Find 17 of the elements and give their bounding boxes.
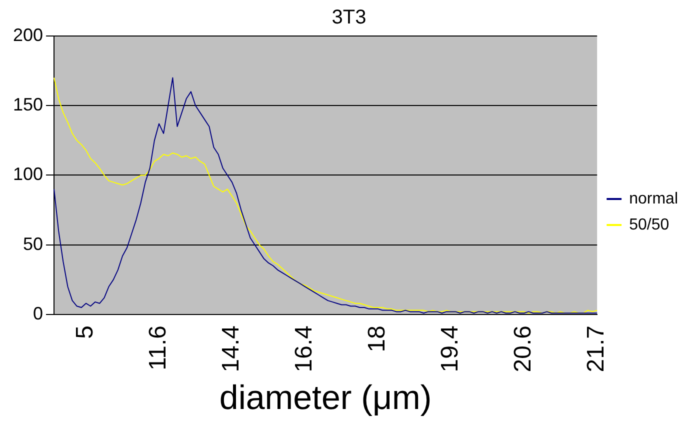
legend-label: normal [629, 190, 678, 208]
y-tick-label: 150 [12, 94, 44, 115]
x-tick-label: 5 [72, 325, 99, 339]
y-tick-label: 200 [12, 24, 44, 45]
y-tick-label: 50 [23, 234, 44, 254]
x-tick-label: 19.4 [436, 325, 464, 372]
x-tick-label: 21.7 [582, 325, 610, 372]
x-axis-title: diameter (μm) [219, 378, 432, 417]
y-tick-label: 0 [33, 303, 44, 324]
x-tick-label: 20.6 [510, 325, 537, 372]
legend-label: 50/50 [629, 216, 670, 234]
y-tick-label: 100 [12, 164, 44, 184]
chart-title: 3T3 [332, 6, 366, 29]
x-tick-label: 14.4 [218, 325, 245, 372]
x-tick-label: 18 [364, 325, 391, 352]
x-tick-label: 11.6 [144, 325, 172, 370]
x-tick-label: 16.4 [290, 325, 318, 372]
